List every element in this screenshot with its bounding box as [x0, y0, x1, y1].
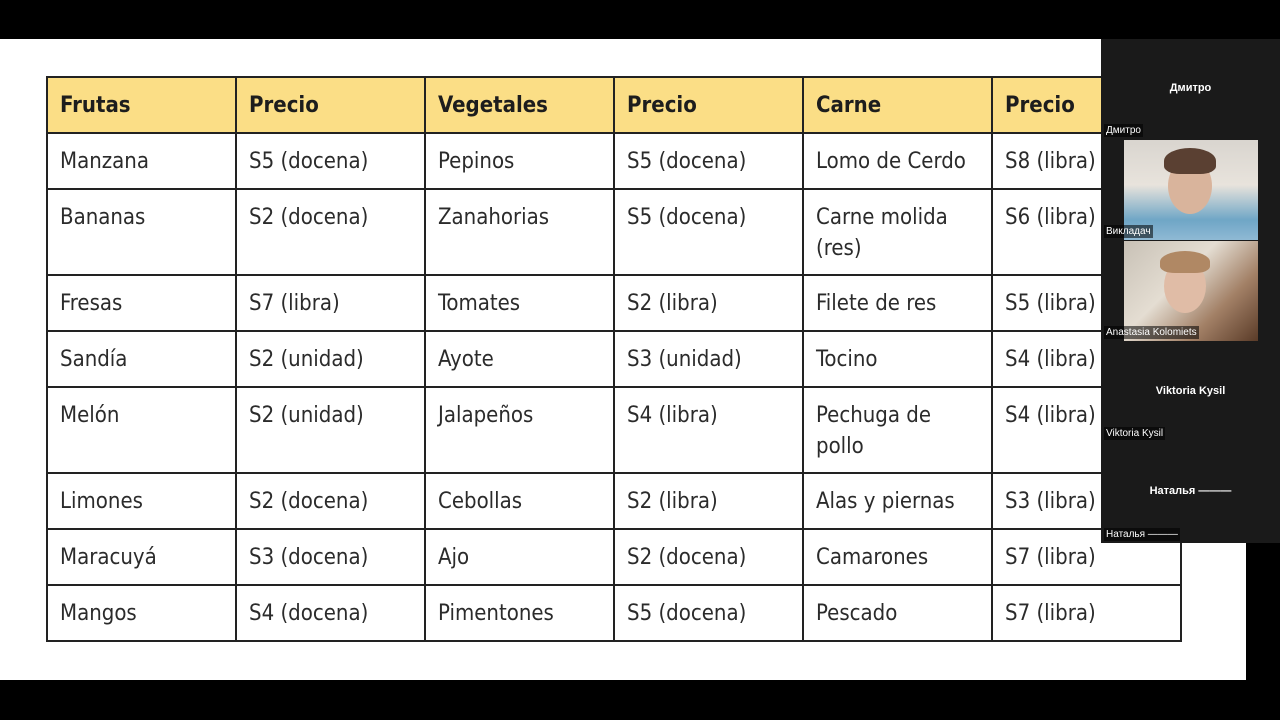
- table-cell: S4 (docena): [235, 584, 426, 642]
- table-row: Mangos S4 (docena) Pimentones S5 (docena…: [46, 584, 1182, 642]
- table-cell: Fresas: [46, 274, 237, 332]
- participant-label: Anastasia Kolomiets: [1104, 326, 1199, 339]
- table-cell: Alas y piernas: [802, 472, 993, 530]
- table-cell: Zanahorias: [424, 188, 615, 276]
- table-row: Maracuyá S3 (docena) Ajo S2 (docena) Cam…: [46, 528, 1182, 586]
- table-cell: S5 (docena): [613, 584, 804, 642]
- participant-hair: [1160, 251, 1210, 273]
- table-row: Sandía S2 (unidad) Ayote S3 (unidad) Toc…: [46, 330, 1182, 388]
- table-cell: S7 (libra): [991, 584, 1182, 642]
- table-cell: Mangos: [46, 584, 237, 642]
- table-cell: Pimentones: [424, 584, 615, 642]
- table-cell: Manzana: [46, 132, 237, 190]
- participant-title: Viktoria Kysil: [1155, 385, 1226, 397]
- participant-video: [1124, 241, 1258, 341]
- participant-label: Викладач: [1104, 225, 1153, 238]
- participant-label: Дмитро: [1104, 124, 1143, 137]
- table-cell: S2 (unidad): [235, 330, 426, 388]
- table-cell: Lomo de Cerdo: [802, 132, 993, 190]
- table-cell: Maracuyá: [46, 528, 237, 586]
- table-cell: S7 (libra): [991, 528, 1182, 586]
- table-cell: Carne molida (res): [802, 188, 993, 276]
- table-cell: Tocino: [802, 330, 993, 388]
- table-row: Melón S2 (unidad) Jalapeños S4 (libra) P…: [46, 386, 1182, 474]
- table-row: Fresas S7 (libra) Tomates S2 (libra) Fil…: [46, 274, 1182, 332]
- table-cell: Bananas: [46, 188, 237, 276]
- table-cell: S2 (docena): [235, 472, 426, 530]
- price-table: Frutas Precio Vegetales Precio Carne Pre…: [46, 76, 1182, 642]
- participant-label: Наталья ———: [1104, 528, 1180, 541]
- table-cell: S2 (libra): [613, 274, 804, 332]
- header-carne: Carne: [802, 76, 993, 134]
- table-cell: S7 (libra): [235, 274, 426, 332]
- table-cell: Pepinos: [424, 132, 615, 190]
- table-header-row: Frutas Precio Vegetales Precio Carne Pre…: [46, 76, 1182, 134]
- table-cell: S3 (docena): [235, 528, 426, 586]
- header-vegetales: Vegetales: [424, 76, 615, 134]
- participant-tile[interactable]: Anastasia Kolomiets: [1101, 241, 1280, 342]
- table-cell: Pechuga de pollo: [802, 386, 993, 474]
- participant-tile[interactable]: Наталья ——— Наталья ———: [1101, 443, 1280, 543]
- table-cell: Pescado: [802, 584, 993, 642]
- table-cell: Tomates: [424, 274, 615, 332]
- table-cell: S2 (docena): [235, 188, 426, 276]
- table-cell: S5 (docena): [613, 188, 804, 276]
- table-cell: S3 (unidad): [613, 330, 804, 388]
- table-cell: Ayote: [424, 330, 615, 388]
- table-cell: S2 (libra): [613, 472, 804, 530]
- table-cell: S4 (libra): [613, 386, 804, 474]
- participant-title: Дмитро: [1169, 82, 1212, 94]
- table-cell: Sandía: [46, 330, 237, 388]
- table-cell: S5 (docena): [613, 132, 804, 190]
- header-precio-vegetales: Precio: [613, 76, 804, 134]
- table-cell: Melón: [46, 386, 237, 474]
- participant-label: Viktoria Kysil: [1104, 427, 1166, 440]
- table-cell: S2 (unidad): [235, 386, 426, 474]
- table-row: Manzana S5 (docena) Pepinos S5 (docena) …: [46, 132, 1182, 190]
- table-cell: Ajo: [424, 528, 615, 586]
- participant-hair: [1164, 148, 1216, 174]
- table-cell: S5 (docena): [235, 132, 426, 190]
- table-cell: Filete de res: [802, 274, 993, 332]
- shared-slide: Frutas Precio Vegetales Precio Carne Pre…: [0, 39, 1246, 680]
- header-precio-frutas: Precio: [235, 76, 426, 134]
- table-cell: Camarones: [802, 528, 993, 586]
- table-cell: Cebollas: [424, 472, 615, 530]
- table-row: Limones S2 (docena) Cebollas S2 (libra) …: [46, 472, 1182, 530]
- header-frutas: Frutas: [46, 76, 237, 134]
- table-row: Bananas S2 (docena) Zanahorias S5 (docen…: [46, 188, 1182, 276]
- table-cell: Jalapeños: [424, 386, 615, 474]
- participant-title: Наталья ———: [1149, 485, 1232, 497]
- table-cell: S2 (docena): [613, 528, 804, 586]
- table-cell: Limones: [46, 472, 237, 530]
- participants-panel: Дмитро Дмитро Викладач Anastasia Kolomie…: [1101, 39, 1280, 543]
- participant-tile[interactable]: Дмитро Дмитро: [1101, 39, 1280, 140]
- participant-tile[interactable]: Викладач: [1101, 140, 1280, 241]
- participant-video: [1124, 140, 1258, 240]
- participant-tile[interactable]: Viktoria Kysil Viktoria Kysil: [1101, 342, 1280, 443]
